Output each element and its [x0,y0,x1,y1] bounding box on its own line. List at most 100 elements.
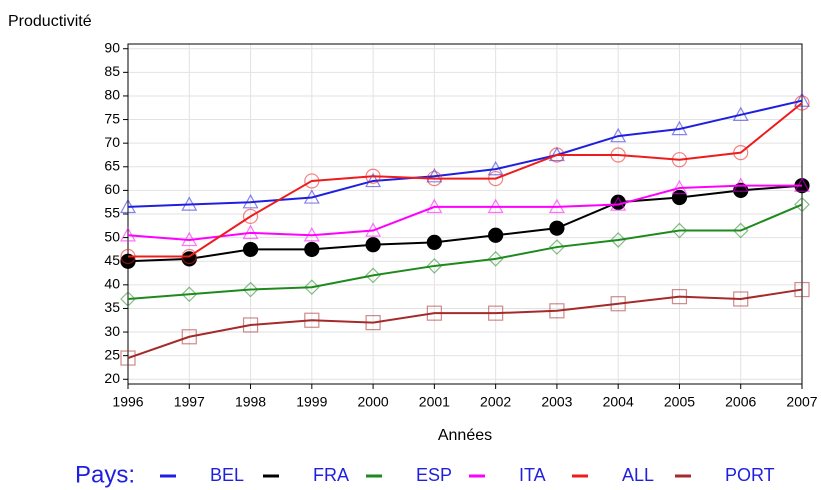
marker [119,198,137,214]
marker [794,95,810,111]
marker [242,193,259,209]
marker [181,231,198,247]
marker [119,227,137,242]
legend-label: ESP [416,465,452,485]
marker [426,305,442,321]
marker [365,237,381,253]
marker [303,189,320,204]
legend-label: BEL [210,465,244,485]
y-tick-label: 25 [104,346,120,362]
marker [181,329,197,345]
y-tick-label: 90 [104,39,120,55]
marker [549,220,565,236]
marker [365,267,381,284]
marker [426,167,443,183]
marker [242,224,259,240]
marker [242,317,259,333]
series-line [127,184,802,241]
marker [671,120,688,136]
marker [549,239,565,255]
marker [733,291,749,307]
marker [365,315,381,331]
series-line [127,288,803,359]
y-tick-label: 85 [104,63,120,79]
x-tick-label: 2007 [786,394,817,410]
y-axis-label: Productivité [8,13,92,30]
legend-title: Pays: [75,461,135,488]
plot-frame [127,43,803,385]
x-tick-label: 2000 [358,394,389,410]
marker [242,281,259,298]
legend-label: PORT [725,465,775,485]
marker [487,251,504,267]
y-tick-label: 30 [104,323,120,339]
series-line [127,184,803,263]
marker [120,253,136,269]
y-tick-label: 80 [104,87,120,103]
marker [181,286,198,303]
marker [671,152,688,168]
marker [426,258,443,274]
marker [794,196,810,213]
x-tick-label: 2006 [725,394,756,410]
marker [303,227,320,242]
marker [365,172,382,188]
marker [793,92,811,107]
marker [488,227,504,243]
y-tick-label: 60 [104,181,120,197]
marker [242,208,259,224]
y-tick-label: 75 [104,110,120,126]
marker [671,189,688,206]
marker [426,234,442,250]
marker [488,305,504,321]
marker [732,106,749,122]
marker [426,170,442,187]
marker [610,232,627,248]
series-line [128,102,803,258]
marker [610,127,627,143]
y-tick-label: 65 [104,157,120,173]
marker [181,248,197,265]
y-tick-label: 20 [104,370,120,386]
marker [488,170,504,187]
marker [365,168,381,184]
x-tick-label: 2001 [419,394,450,410]
marker [487,198,504,214]
y-tick-label: 40 [104,276,120,292]
marker [610,296,626,312]
marker [610,196,627,211]
legend-label: ALL [622,465,654,485]
y-tick-label: 50 [104,228,120,244]
marker [548,198,565,214]
marker [303,279,320,296]
marker [733,145,749,161]
marker [120,291,136,307]
x-tick-label: 2004 [603,394,634,410]
x-tick-label: 2003 [541,394,572,410]
marker [426,198,443,214]
x-tick-label: 1997 [174,394,205,410]
legend-label: ITA [519,465,546,485]
marker [242,241,259,258]
y-tick-label: 70 [104,134,120,150]
y-tick-label: 35 [104,299,120,315]
marker [671,179,688,195]
marker [549,303,565,319]
x-tick-label: 1996 [112,394,143,410]
marker [610,147,626,163]
marker [794,281,810,298]
marker [304,241,320,258]
marker [181,196,198,211]
series-line [127,99,803,208]
marker [793,177,811,192]
marker [732,222,749,239]
marker [671,289,688,305]
marker [120,248,136,265]
x-tick-label: 2005 [664,394,695,410]
marker [304,312,320,328]
x-tick-label: 1998 [235,394,266,410]
series-line [127,203,803,300]
x-tick-label: 1999 [296,394,327,410]
x-tick-label: 2002 [480,394,511,410]
